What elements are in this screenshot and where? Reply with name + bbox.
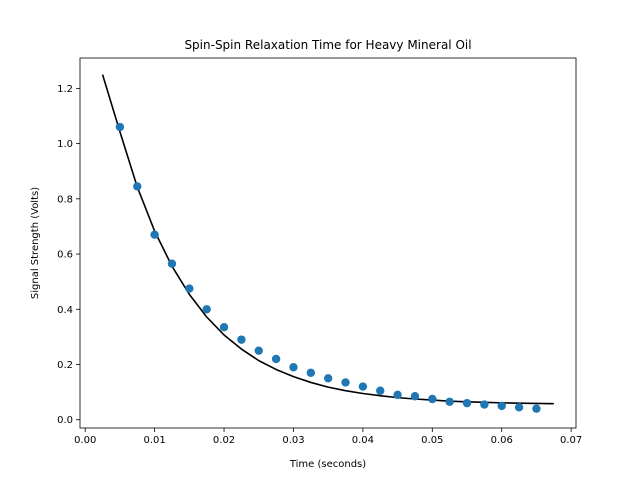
data-point	[115, 122, 125, 132]
data-point	[237, 335, 246, 344]
y-tick-label: 0.0	[57, 415, 73, 426]
data-point	[289, 363, 298, 372]
y-tick-label: 0.6	[57, 250, 73, 261]
data-point	[133, 182, 142, 191]
x-tick-label: 0.05	[421, 435, 443, 446]
y-tick-label: 1.2	[57, 84, 73, 95]
data-point	[514, 403, 524, 412]
data-point	[497, 401, 506, 411]
chart-title: Spin-Spin Relaxation Time for Heavy Mine…	[184, 38, 471, 52]
data-point	[410, 392, 420, 401]
data-point	[445, 397, 454, 406]
y-tick-label: 1.0	[57, 139, 73, 150]
data-point	[323, 374, 333, 383]
y-axis: 0.0 0.2 0.4 0.6 0.8 1.0 1.2	[57, 84, 80, 426]
fit-curve	[101, 74, 554, 405]
data-point	[428, 394, 437, 404]
y-axis-label: Signal Strength (Volts)	[30, 187, 41, 299]
data-point	[185, 284, 194, 293]
plot-area-background	[80, 58, 576, 428]
data-point	[462, 398, 472, 408]
x-tick-label: 0.00	[74, 435, 96, 446]
x-axis-label: Time (seconds)	[289, 459, 366, 470]
data-point	[167, 259, 177, 268]
plot-frame	[79, 57, 577, 429]
y-tick-label: 0.2	[57, 360, 73, 371]
data-point	[532, 404, 541, 413]
y-tick-label: 0.4	[57, 305, 73, 316]
x-tick-label: 0.04	[352, 435, 374, 446]
data-point	[480, 400, 489, 409]
x-tick-label: 0.03	[282, 435, 304, 446]
x-tick-label: 0.02	[213, 435, 235, 446]
data-points-layer	[115, 122, 541, 413]
data-point	[306, 368, 316, 377]
data-point	[376, 386, 385, 395]
data-point	[219, 323, 229, 332]
data-point	[271, 354, 281, 364]
x-axis: 0.00 0.01 0.02 0.03 0.04 0.05 0.06 0.07	[74, 428, 582, 446]
y-tick-label: 0.8	[57, 194, 73, 205]
data-point	[202, 305, 211, 314]
data-point	[341, 378, 350, 387]
data-point	[393, 390, 402, 400]
fit-curve-layer	[101, 74, 554, 405]
data-point	[150, 230, 159, 239]
data-point	[358, 382, 368, 391]
x-tick-label: 0.01	[143, 435, 165, 446]
x-tick-label: 0.06	[491, 435, 513, 446]
data-point	[254, 346, 263, 355]
x-tick-label: 0.07	[560, 435, 582, 446]
